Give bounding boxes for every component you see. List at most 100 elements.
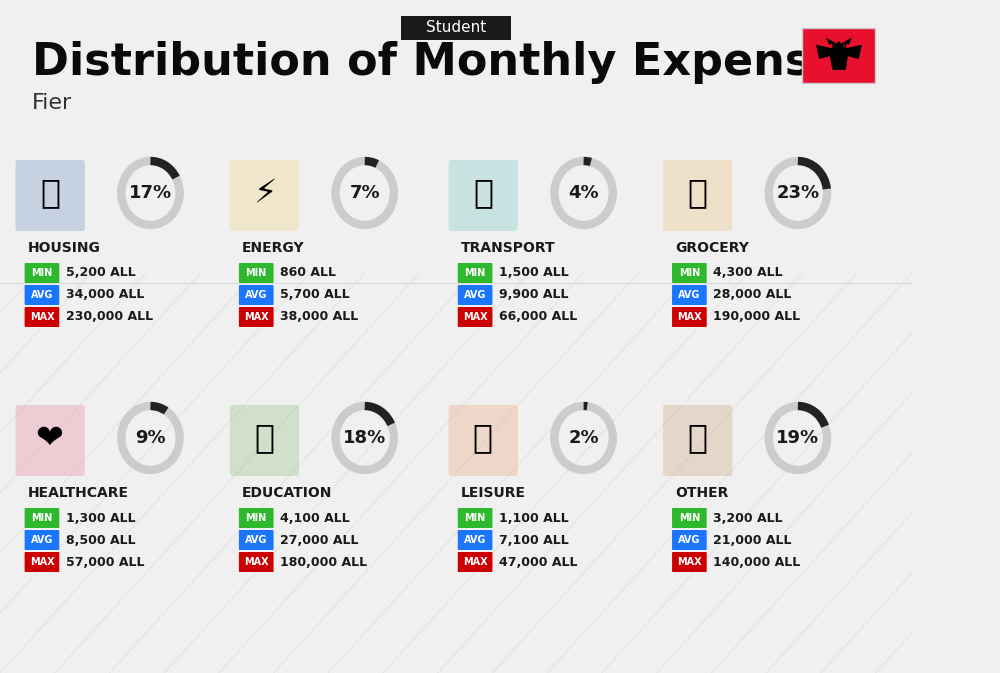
Text: AVG: AVG: [464, 290, 486, 300]
Text: ❤️: ❤️: [36, 421, 64, 454]
Text: 9,900 ALL: 9,900 ALL: [499, 289, 568, 302]
Text: Student: Student: [426, 20, 486, 36]
FancyBboxPatch shape: [672, 552, 707, 572]
FancyBboxPatch shape: [663, 160, 732, 231]
Text: 🚌: 🚌: [473, 176, 493, 209]
FancyBboxPatch shape: [672, 530, 707, 550]
FancyBboxPatch shape: [239, 530, 274, 550]
Text: 1,300 ALL: 1,300 ALL: [66, 511, 135, 524]
FancyBboxPatch shape: [25, 307, 59, 327]
Text: 1,100 ALL: 1,100 ALL: [499, 511, 569, 524]
Text: MAX: MAX: [463, 557, 487, 567]
Text: 5,700 ALL: 5,700 ALL: [280, 289, 350, 302]
FancyBboxPatch shape: [401, 16, 511, 40]
FancyBboxPatch shape: [239, 508, 274, 528]
Text: 66,000 ALL: 66,000 ALL: [499, 310, 577, 324]
FancyBboxPatch shape: [458, 285, 492, 305]
Text: 140,000 ALL: 140,000 ALL: [713, 555, 800, 569]
FancyBboxPatch shape: [25, 552, 59, 572]
FancyBboxPatch shape: [239, 552, 274, 572]
Polygon shape: [842, 38, 852, 44]
Text: ⚡: ⚡: [253, 176, 276, 209]
FancyBboxPatch shape: [25, 508, 59, 528]
Text: EDUCATION: EDUCATION: [242, 486, 332, 500]
FancyBboxPatch shape: [672, 307, 707, 327]
Text: TRANSPORT: TRANSPORT: [460, 241, 555, 255]
Text: HEALTHCARE: HEALTHCARE: [27, 486, 128, 500]
Text: MIN: MIN: [464, 513, 486, 523]
Text: 21,000 ALL: 21,000 ALL: [713, 534, 792, 546]
FancyBboxPatch shape: [449, 405, 518, 476]
FancyBboxPatch shape: [25, 263, 59, 283]
Text: MIN: MIN: [31, 513, 53, 523]
FancyBboxPatch shape: [672, 508, 707, 528]
Text: MIN: MIN: [31, 268, 53, 278]
FancyBboxPatch shape: [449, 160, 518, 231]
Text: 190,000 ALL: 190,000 ALL: [713, 310, 800, 324]
Polygon shape: [845, 44, 862, 59]
Text: 47,000 ALL: 47,000 ALL: [499, 555, 577, 569]
Text: MIN: MIN: [246, 513, 267, 523]
Text: MIN: MIN: [246, 268, 267, 278]
Text: 34,000 ALL: 34,000 ALL: [66, 289, 144, 302]
Text: MAX: MAX: [463, 312, 487, 322]
Text: 🛒: 🛒: [688, 176, 708, 209]
Text: AVG: AVG: [678, 290, 701, 300]
FancyBboxPatch shape: [458, 530, 492, 550]
Text: 4,300 ALL: 4,300 ALL: [713, 267, 783, 279]
Text: MIN: MIN: [679, 268, 700, 278]
Text: MAX: MAX: [677, 557, 702, 567]
Text: 27,000 ALL: 27,000 ALL: [280, 534, 358, 546]
Text: 19%: 19%: [776, 429, 819, 447]
FancyBboxPatch shape: [230, 405, 299, 476]
Polygon shape: [816, 44, 832, 59]
FancyBboxPatch shape: [239, 307, 274, 327]
FancyBboxPatch shape: [458, 307, 492, 327]
Text: 5,200 ALL: 5,200 ALL: [66, 267, 135, 279]
Text: Fier: Fier: [32, 93, 72, 113]
Text: 9%: 9%: [135, 429, 166, 447]
Text: 28,000 ALL: 28,000 ALL: [713, 289, 791, 302]
FancyBboxPatch shape: [458, 508, 492, 528]
Text: 4%: 4%: [568, 184, 599, 202]
Text: MIN: MIN: [679, 513, 700, 523]
FancyBboxPatch shape: [672, 263, 707, 283]
FancyBboxPatch shape: [458, 263, 492, 283]
FancyBboxPatch shape: [239, 285, 274, 305]
Text: 57,000 ALL: 57,000 ALL: [66, 555, 144, 569]
FancyBboxPatch shape: [25, 530, 59, 550]
Text: AVG: AVG: [31, 290, 53, 300]
Polygon shape: [826, 38, 836, 44]
Text: 1,500 ALL: 1,500 ALL: [499, 267, 569, 279]
Text: 2%: 2%: [568, 429, 599, 447]
Text: 3,200 ALL: 3,200 ALL: [713, 511, 783, 524]
FancyBboxPatch shape: [663, 405, 732, 476]
Text: MAX: MAX: [244, 312, 269, 322]
Text: 38,000 ALL: 38,000 ALL: [280, 310, 358, 324]
Text: 230,000 ALL: 230,000 ALL: [66, 310, 153, 324]
Text: OTHER: OTHER: [675, 486, 728, 500]
Text: LEISURE: LEISURE: [460, 486, 525, 500]
Text: MAX: MAX: [677, 312, 702, 322]
Text: 🦅: 🦅: [831, 42, 847, 69]
Text: ENERGY: ENERGY: [242, 241, 304, 255]
Text: AVG: AVG: [678, 535, 701, 545]
Text: 8,500 ALL: 8,500 ALL: [66, 534, 135, 546]
Text: MAX: MAX: [30, 312, 54, 322]
Text: AVG: AVG: [245, 535, 267, 545]
Text: 18%: 18%: [343, 429, 386, 447]
Text: AVG: AVG: [245, 290, 267, 300]
Text: 23%: 23%: [776, 184, 819, 202]
Text: 7%: 7%: [349, 184, 380, 202]
Text: 17%: 17%: [129, 184, 172, 202]
FancyBboxPatch shape: [672, 285, 707, 305]
FancyBboxPatch shape: [802, 28, 875, 83]
Text: AVG: AVG: [464, 535, 486, 545]
FancyBboxPatch shape: [230, 160, 299, 231]
Text: Distribution of Monthly Expenses: Distribution of Monthly Expenses: [32, 42, 868, 85]
Text: HOUSING: HOUSING: [27, 241, 100, 255]
Text: 4,100 ALL: 4,100 ALL: [280, 511, 350, 524]
FancyBboxPatch shape: [16, 160, 85, 231]
Text: 180,000 ALL: 180,000 ALL: [280, 555, 367, 569]
Text: AVG: AVG: [31, 535, 53, 545]
